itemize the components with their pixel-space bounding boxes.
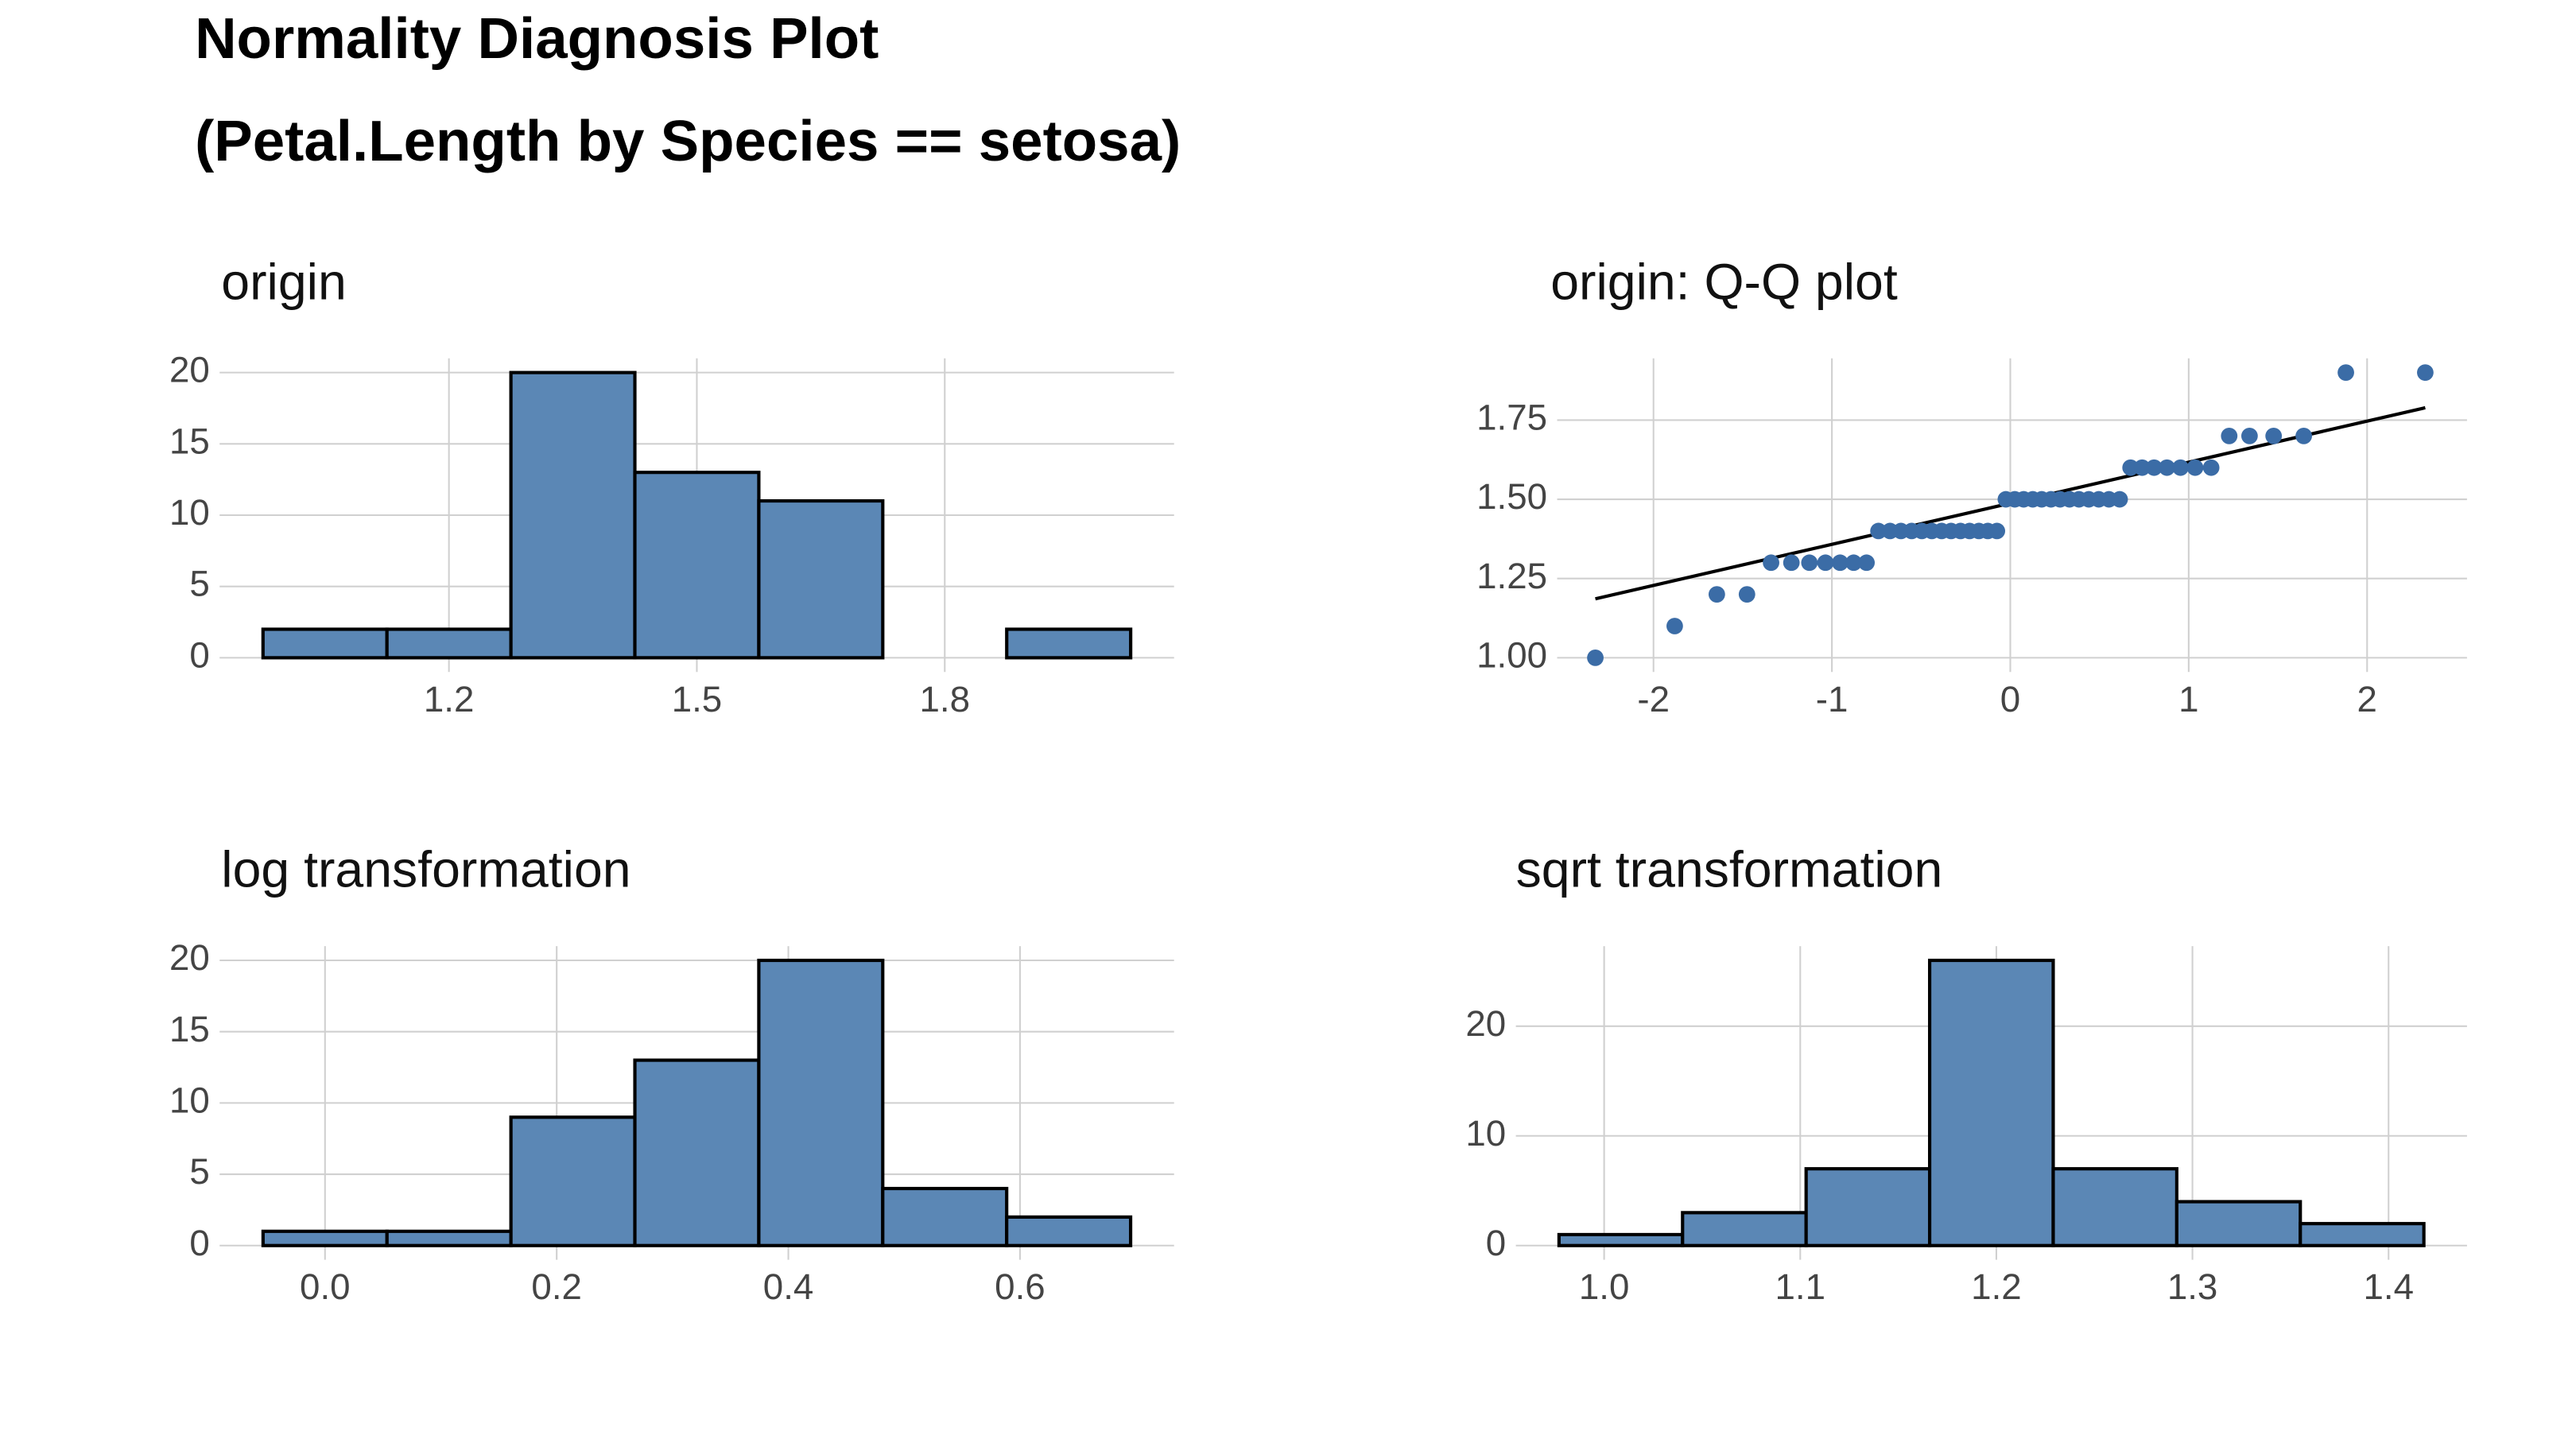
point — [1763, 554, 1779, 572]
panel-title: origin — [221, 253, 346, 310]
y-tick-label: 0 — [189, 634, 209, 675]
point — [1801, 554, 1818, 572]
point — [2145, 459, 2163, 476]
bar — [1005, 1215, 1133, 1247]
bar — [1557, 1232, 1685, 1247]
panel-title: log transformation — [221, 841, 630, 898]
bar — [385, 627, 513, 660]
point — [1587, 649, 1604, 666]
y-tick-label: 0 — [1486, 1223, 1506, 1263]
y-tick-label: 20 — [1465, 1003, 1506, 1044]
x-tick-label: -1 — [1816, 679, 1849, 719]
x-tick-label: 0.2 — [531, 1266, 582, 1307]
point — [1870, 522, 1887, 540]
bar — [757, 958, 885, 1247]
y-tick-label: 0 — [189, 1223, 209, 1263]
point — [1988, 522, 2006, 540]
point — [1845, 554, 1862, 572]
bar — [509, 1115, 637, 1247]
bar — [633, 471, 761, 660]
y-tick-label: 5 — [189, 564, 209, 604]
x-tick-label: 1.2 — [424, 679, 475, 719]
x-tick-label: 1 — [2178, 679, 2198, 719]
point — [2337, 364, 2354, 382]
panel-title: origin: Q-Q plot — [1550, 253, 1898, 310]
bar — [261, 627, 389, 660]
y-tick-label: 5 — [189, 1151, 209, 1192]
bar — [1005, 627, 1133, 660]
y-tick-label: 10 — [169, 1080, 210, 1120]
y-tick-label: 10 — [1465, 1113, 1506, 1154]
x-tick-label: 0.0 — [300, 1266, 351, 1307]
y-tick-label: 1.75 — [1476, 397, 1547, 437]
bar — [2051, 1167, 2178, 1247]
point — [2186, 459, 2204, 476]
bar — [2299, 1222, 2426, 1247]
x-tick-label: -2 — [1637, 679, 1670, 719]
point — [1832, 554, 1849, 572]
bar — [509, 370, 637, 660]
point — [1666, 618, 1683, 634]
x-tick-label: 1.2 — [1971, 1266, 2022, 1307]
point — [2159, 459, 2175, 476]
bar — [633, 1058, 761, 1247]
point — [2122, 459, 2140, 476]
point — [2172, 459, 2189, 476]
point — [1708, 586, 1725, 603]
y-tick-label: 1.50 — [1476, 476, 1547, 517]
point — [2111, 491, 2128, 508]
bar — [881, 1186, 1009, 1247]
x-tick-label: 1.3 — [2167, 1266, 2218, 1307]
x-tick-label: 0.4 — [763, 1266, 814, 1307]
x-tick-label: 0 — [2000, 679, 2020, 719]
point — [2241, 427, 2258, 444]
panel-title: sqrt transformation — [1516, 841, 1943, 898]
y-tick-label: 20 — [169, 350, 210, 390]
y-tick-label: 10 — [169, 492, 210, 533]
point — [2265, 427, 2283, 444]
point — [1783, 554, 1800, 572]
point — [2202, 459, 2220, 476]
y-tick-label: 15 — [169, 421, 210, 461]
bar — [261, 1229, 389, 1247]
y-tick-label: 1.25 — [1476, 556, 1547, 596]
bar — [1927, 958, 2055, 1247]
bar — [2174, 1200, 2302, 1247]
x-tick-label: 1.0 — [1579, 1266, 1630, 1307]
point — [2295, 427, 2312, 444]
x-tick-label: 0.6 — [995, 1266, 1046, 1307]
y-tick-label: 20 — [169, 937, 210, 978]
main-title: Normality Diagnosis Plot — [195, 6, 879, 71]
point — [2133, 459, 2151, 476]
point — [1817, 554, 1834, 572]
point — [1858, 554, 1876, 572]
y-tick-label: 1.00 — [1476, 634, 1547, 675]
point — [1738, 586, 1755, 603]
main-subtitle: (Petal.Length by Species == setosa) — [195, 109, 1181, 173]
bar — [1681, 1211, 1808, 1247]
bar — [757, 498, 885, 660]
x-tick-label: 2 — [2357, 679, 2377, 719]
x-tick-label: 1.8 — [920, 679, 971, 719]
x-tick-label: 1.5 — [672, 679, 723, 719]
point — [2221, 427, 2238, 444]
bar — [385, 1229, 513, 1247]
bar — [1804, 1167, 1932, 1247]
point — [2417, 364, 2434, 382]
y-tick-label: 15 — [169, 1009, 210, 1049]
x-tick-label: 1.1 — [1775, 1266, 1826, 1307]
x-tick-label: 1.4 — [2363, 1266, 2414, 1307]
